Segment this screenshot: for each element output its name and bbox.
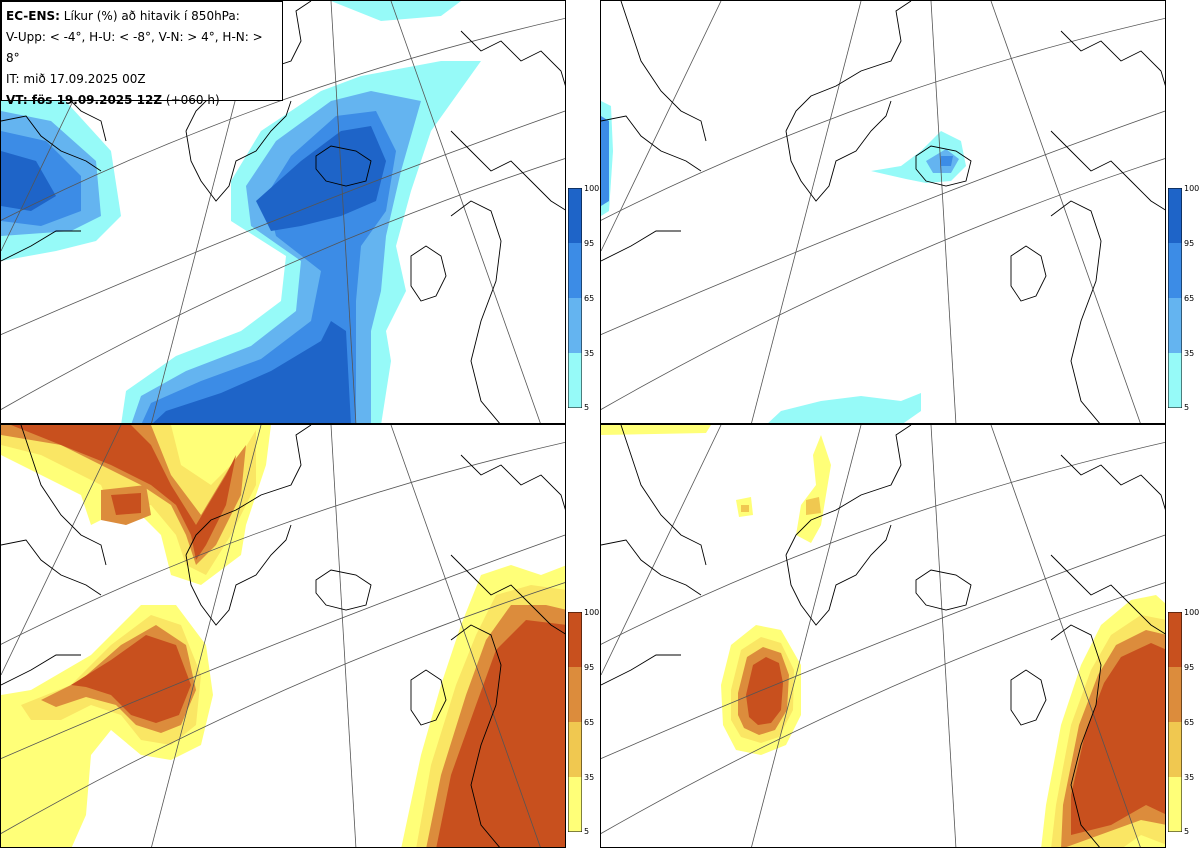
coastlines [601,1,1165,423]
map-panel-h-n [600,424,1166,848]
probability-field-cold [601,101,966,423]
colorbar-tick: 5 [584,403,590,412]
colorbar-warm-2: 100 95 65 35 5 [1168,608,1200,842]
probability-field-warm [601,425,1165,847]
map-panel-v-upp: EC-ENS: Líkur (%) að hitavik í 850hPa: V… [0,0,566,424]
legend-title: Líkur (%) að hitavik í 850hPa: [63,9,240,23]
colorbar-tick: 5 [584,827,590,836]
colorbar-cold-2: 100 95 65 35 5 [1168,184,1200,418]
graticule [601,1,1165,423]
colorbar-tick: 65 [584,294,595,303]
colorbar-tick: 65 [1184,718,1195,727]
coastlines [1,425,565,847]
coastlines [601,425,1165,847]
colorbar-tick: 65 [584,718,595,727]
probability-map-h-u [601,1,1165,423]
colorbar-tick: 65 [1184,294,1195,303]
colorbar-tick: 35 [584,773,595,782]
colorbar-tick: 100 [1184,184,1200,193]
colorbar-cold-1: 100 95 65 35 5 [568,184,612,418]
probability-field-warm [1,425,565,847]
map-panel-h-u [600,0,1166,424]
colorbar-tick: 95 [584,239,595,248]
graticule [1,425,565,847]
colorbar-tick: 95 [584,663,595,672]
colorbar-tick: 35 [1184,773,1195,782]
legend-box: EC-ENS: Líkur (%) að hitavik í 850hPa: V… [1,1,283,107]
init-time-label: IT: mið 17.09.2025 00Z [6,72,146,86]
graticule [1,1,565,423]
colorbar-tick: 35 [584,349,595,358]
colorbar-tick: 100 [584,184,600,193]
map-panel-v-n [0,424,566,848]
colorbar-tick: 95 [1184,239,1195,248]
thresholds-label: V-Upp: < -4°, H-U: < -8°, V-N: > 4°, H-N… [6,30,263,65]
probability-map-v-n [1,425,565,847]
lead-time-label: (+060 h) [165,93,220,107]
colorbar-warm-1: 100 95 65 35 5 [568,608,612,842]
probability-map-h-n [601,425,1165,847]
colorbar-tick: 5 [1184,827,1190,836]
colorbar-tick: 95 [1184,663,1195,672]
model-label: EC-ENS: [6,9,60,23]
colorbar-tick: 100 [584,608,600,617]
colorbar-tick: 35 [1184,349,1195,358]
colorbar-tick: 100 [1184,608,1200,617]
colorbar-tick: 5 [1184,403,1190,412]
graticule [601,425,1165,847]
valid-time-label: VT: fös 19.09.2025 12Z [6,93,163,107]
